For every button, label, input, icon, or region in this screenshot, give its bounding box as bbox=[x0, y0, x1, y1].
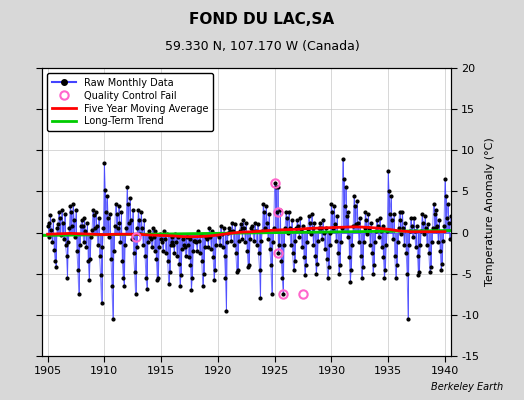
Y-axis label: Temperature Anomaly (°C): Temperature Anomaly (°C) bbox=[485, 138, 495, 286]
Legend: Raw Monthly Data, Quality Control Fail, Five Year Moving Average, Long-Term Tren: Raw Monthly Data, Quality Control Fail, … bbox=[47, 73, 213, 131]
Text: 59.330 N, 107.170 W (Canada): 59.330 N, 107.170 W (Canada) bbox=[165, 40, 359, 53]
Text: FOND DU LAC,SA: FOND DU LAC,SA bbox=[190, 12, 334, 27]
Text: Berkeley Earth: Berkeley Earth bbox=[431, 382, 503, 392]
